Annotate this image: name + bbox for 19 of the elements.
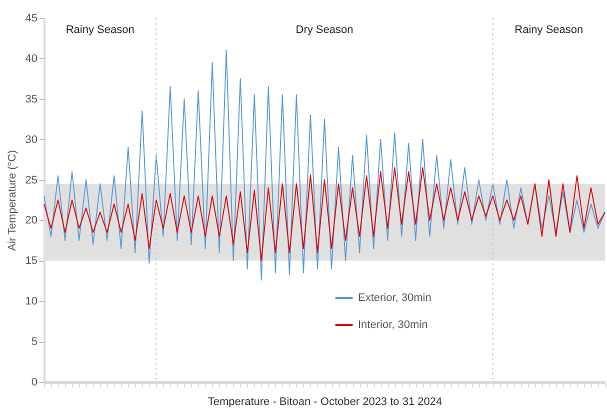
y-tick-label: 40 [25,52,38,65]
y-axis-title: Air Temperature (°C) [6,150,18,251]
y-tick-label: 30 [25,134,38,146]
y-tick-label: 10 [25,296,38,308]
legend-label: Exterior, 30min [358,292,432,304]
y-tick-label: 25 [25,174,38,186]
y-tick-label: 35 [25,93,38,106]
y-tick-label: 20 [25,214,38,227]
annotation: Rainy Season [66,24,134,36]
y-tick-label: 5 [31,336,38,348]
y-tick-label: 15 [25,255,38,268]
line-series [44,50,606,281]
annotation: Dry Season [296,24,354,36]
y-tick-label: 0 [31,376,38,388]
line-series [44,167,606,262]
annotation: Rainy Season [514,24,584,36]
x-axis-title: Temperature - Bitoan - October 2023 to 31 2024 [208,396,442,408]
y-tick-label: 45 [25,12,38,24]
legend-label: Interior, 30min [358,319,428,331]
